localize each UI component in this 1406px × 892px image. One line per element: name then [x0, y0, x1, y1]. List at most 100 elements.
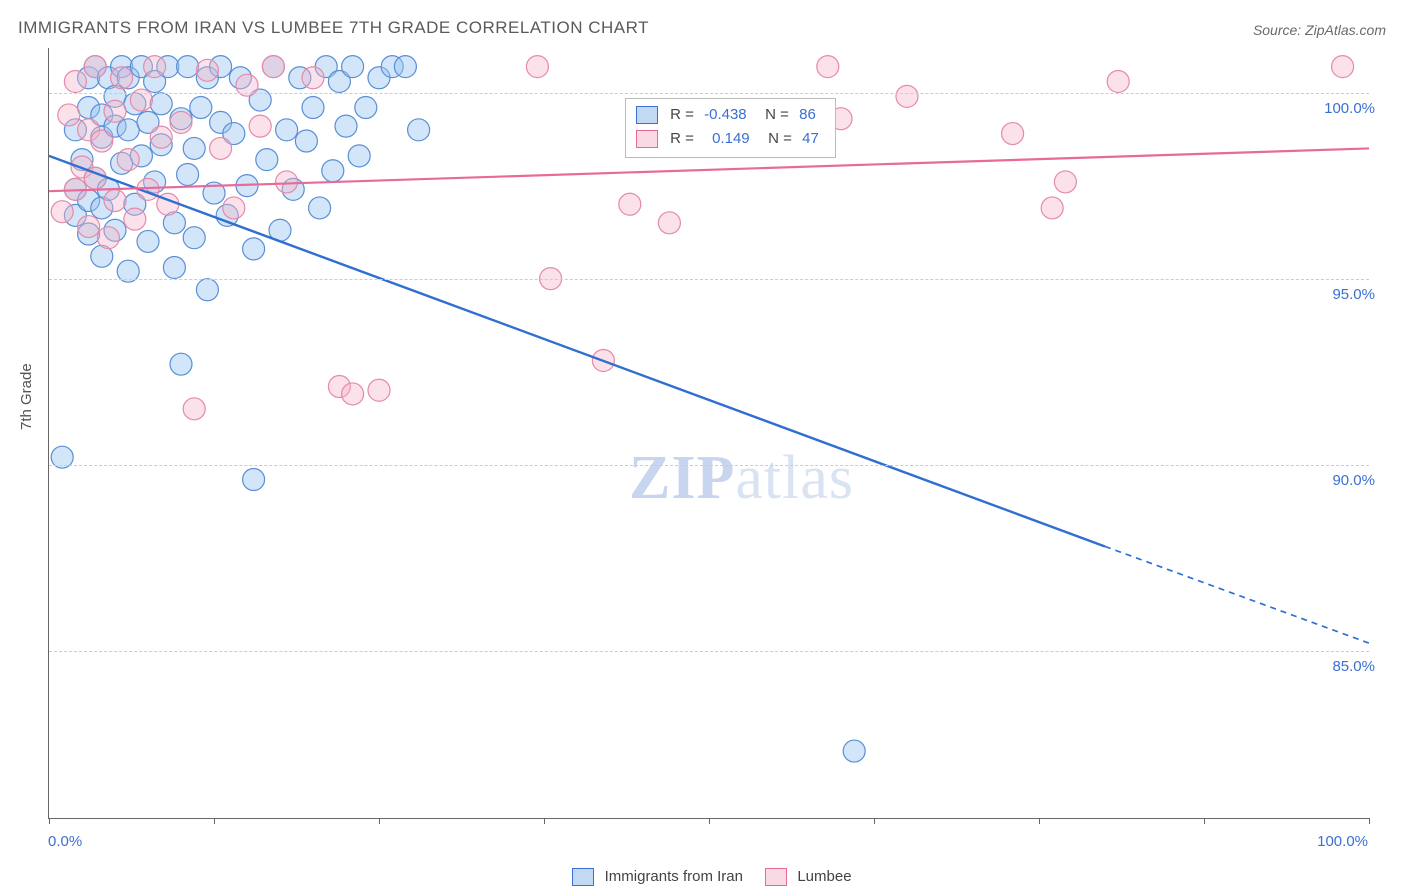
data-point	[592, 349, 614, 371]
legend-row: R = 0.149 N = 47	[636, 127, 825, 151]
y-tick-label: 100.0%	[1324, 100, 1375, 117]
data-point	[276, 171, 298, 193]
data-point	[104, 100, 126, 122]
swatch-blue	[572, 868, 594, 886]
data-point	[91, 130, 113, 152]
data-point	[196, 279, 218, 301]
data-point	[137, 178, 159, 200]
data-point	[619, 193, 641, 215]
data-point	[150, 126, 172, 148]
data-point	[526, 56, 548, 78]
data-point	[170, 111, 192, 133]
data-point	[210, 111, 232, 133]
data-point	[78, 97, 100, 119]
data-point	[216, 204, 238, 226]
x-tick	[544, 818, 545, 824]
data-point	[1054, 171, 1076, 193]
data-point	[368, 67, 390, 89]
series-label: Immigrants from Iran	[605, 868, 743, 885]
data-point	[150, 134, 172, 156]
data-point	[183, 227, 205, 249]
data-point	[111, 67, 133, 89]
data-point	[1002, 123, 1024, 145]
data-point	[78, 216, 100, 238]
trend-line-extrapolated	[1105, 546, 1369, 643]
data-point	[111, 56, 133, 78]
gridline: 100.0%	[49, 93, 1369, 94]
data-point	[144, 70, 166, 92]
data-point	[170, 353, 192, 375]
data-point	[163, 212, 185, 234]
data-point	[157, 56, 179, 78]
data-point	[170, 108, 192, 130]
data-point	[817, 56, 839, 78]
y-tick-label: 90.0%	[1332, 472, 1375, 489]
x-tick	[709, 818, 710, 824]
x-tick	[49, 818, 50, 824]
data-point	[130, 56, 152, 78]
data-point	[150, 93, 172, 115]
data-point	[64, 178, 86, 200]
gridline: 95.0%	[49, 279, 1369, 280]
data-point	[78, 223, 100, 245]
data-point	[130, 145, 152, 167]
watermark: ZIPatlas	[629, 443, 854, 514]
data-point	[210, 56, 232, 78]
data-point	[163, 256, 185, 278]
x-tick	[1369, 818, 1370, 824]
data-point	[190, 97, 212, 119]
data-point	[282, 178, 304, 200]
data-point	[302, 67, 324, 89]
data-point	[64, 204, 86, 226]
data-point	[223, 197, 245, 219]
data-point	[91, 104, 113, 126]
data-point	[289, 67, 311, 89]
data-point	[658, 212, 680, 234]
data-point	[111, 152, 133, 174]
data-point	[342, 383, 364, 405]
data-point	[243, 468, 265, 490]
chart-svg	[49, 48, 1369, 818]
data-point	[104, 219, 126, 241]
data-point	[78, 190, 100, 212]
data-point	[91, 197, 113, 219]
plot-area: ZIPatlas R = -0.438 N = 86 R = 0.149 N =…	[48, 48, 1369, 819]
x-axis-min-label: 0.0%	[48, 833, 82, 850]
data-point	[97, 178, 119, 200]
data-point	[78, 67, 100, 89]
data-point	[117, 149, 139, 171]
data-point	[64, 70, 86, 92]
y-axis-label: 7th Grade	[18, 363, 35, 430]
data-point	[157, 193, 179, 215]
y-tick-label: 85.0%	[1332, 658, 1375, 675]
data-point	[58, 104, 80, 126]
data-point	[71, 149, 93, 171]
data-point	[322, 160, 344, 182]
data-point	[236, 175, 258, 197]
data-point	[117, 67, 139, 89]
data-point	[144, 56, 166, 78]
data-point	[896, 85, 918, 107]
data-point	[276, 119, 298, 141]
data-point	[262, 56, 284, 78]
data-point	[229, 67, 251, 89]
data-point	[124, 193, 146, 215]
data-point	[183, 137, 205, 159]
swatch-pink	[765, 868, 787, 886]
data-point	[335, 115, 357, 137]
data-point	[1041, 197, 1063, 219]
source-label: Source: ZipAtlas.com	[1253, 22, 1386, 38]
data-point	[328, 70, 350, 92]
data-point	[144, 171, 166, 193]
data-point	[196, 59, 218, 81]
swatch-blue	[636, 106, 658, 124]
data-point	[104, 85, 126, 107]
x-tick	[379, 818, 380, 824]
data-point	[295, 130, 317, 152]
series-legend: Immigrants from Iran Lumbee	[0, 868, 1406, 886]
data-point	[302, 97, 324, 119]
data-point	[223, 123, 245, 145]
data-point	[210, 137, 232, 159]
data-point	[843, 740, 865, 762]
data-point	[315, 56, 337, 78]
